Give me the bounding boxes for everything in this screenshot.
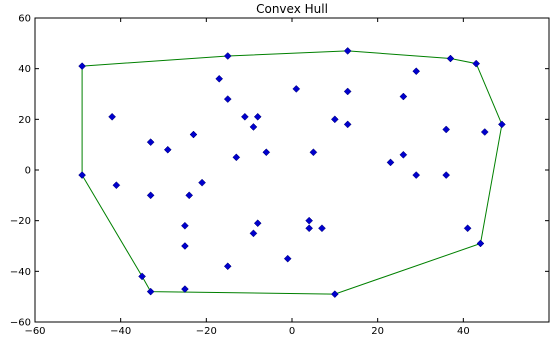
data-point [309,148,318,157]
data-point [112,181,121,190]
data-point [78,171,86,179]
data-point [138,272,146,281]
data-point [146,191,155,200]
chart-title: Convex Hull [256,2,328,16]
data-point [223,95,232,103]
data-point [498,120,506,129]
data-point [185,191,194,200]
data-point [146,138,155,146]
data-point [108,112,116,121]
data-point [305,216,313,225]
hull-line [81,50,503,295]
data-point [262,148,271,157]
data-point [399,92,408,101]
data-point [343,120,352,129]
data-point [399,150,408,159]
data-point [189,130,198,139]
data-point [253,112,262,121]
y-tick-label: 0 [25,166,31,177]
x-tick-label: 0 [289,326,295,337]
x-tick-label: 40 [457,326,470,337]
x-tick-label: 20 [371,326,384,337]
plot-area [35,18,549,322]
data-point [223,52,232,60]
y-tick-label: −60 [10,318,31,329]
y-tick-label: −20 [10,216,31,227]
data-point [412,67,421,76]
data-point [476,239,485,248]
data-point [343,47,352,55]
y-tick-label: 60 [18,14,31,25]
data-point [181,242,189,250]
y-tick-label: 20 [18,115,31,126]
hull-layer [81,50,503,295]
data-point [343,87,352,96]
x-tick-label: −40 [110,326,131,337]
data-point [249,229,258,238]
data-point [146,287,155,296]
data-point [78,62,86,70]
data-point [283,254,292,263]
data-point [181,221,189,230]
data-point [215,74,224,83]
data-point [442,171,451,179]
data-point [412,171,421,179]
data-point [330,115,339,124]
data-point [163,145,172,154]
data-point [480,128,489,136]
data-point [232,153,241,162]
x-axis: −60 −40 −20 0 20 40 [24,18,470,337]
data-point [253,219,262,228]
data-point [241,112,249,121]
y-axis: −60 −40 −20 0 20 40 60 [10,14,549,329]
data-point [330,290,339,298]
y-tick-label: −40 [10,267,31,278]
x-tick-label: −20 [196,326,217,337]
x-tick-label: −60 [24,326,45,337]
data-point [198,178,206,187]
data-point [472,59,481,68]
data-point [318,224,326,233]
data-point [386,158,395,167]
data-point [223,262,232,271]
data-point [181,285,189,293]
data-point [442,125,451,134]
y-tick-label: 40 [18,64,31,75]
points-layer [78,47,506,298]
data-point [305,224,313,233]
plot-background [35,18,549,322]
data-point [292,85,301,93]
data-point [446,54,455,63]
data-point [249,123,258,131]
data-point [463,224,472,233]
